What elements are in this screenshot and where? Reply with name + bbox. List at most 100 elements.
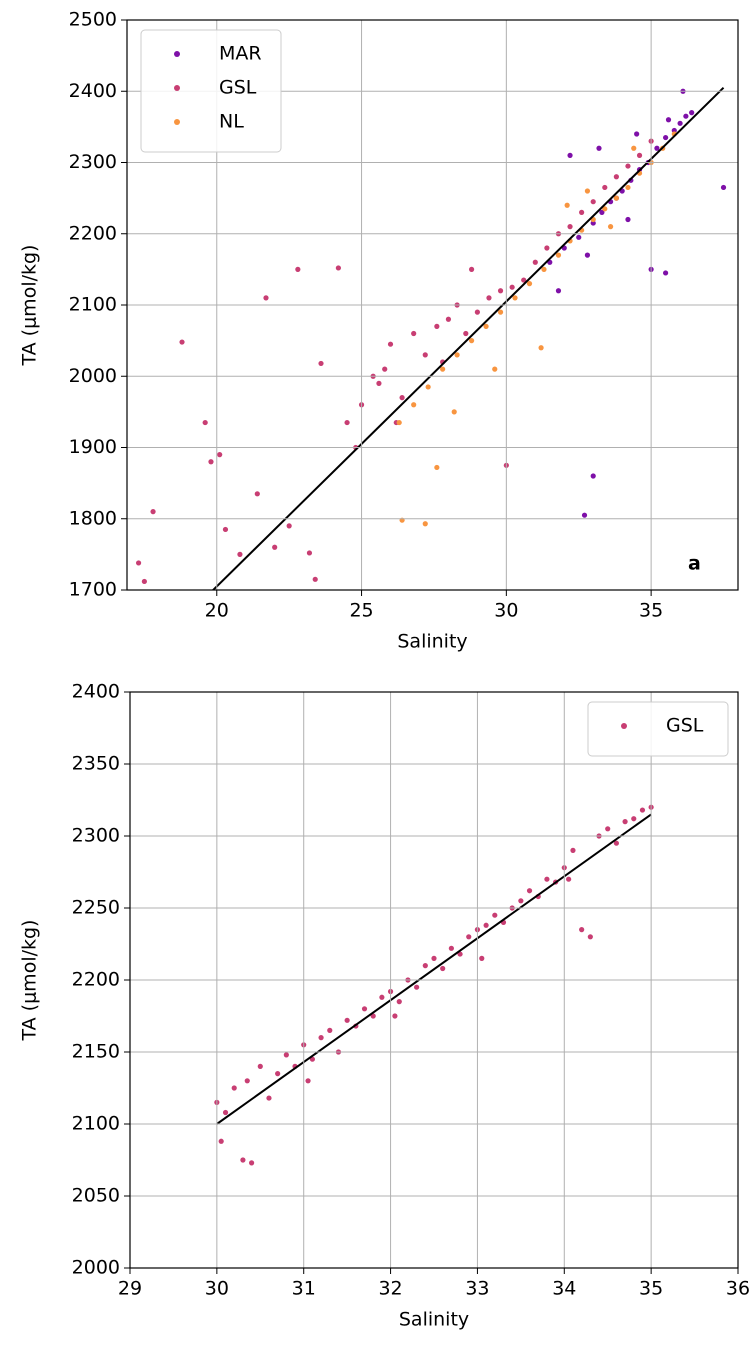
- point: [492, 366, 498, 372]
- point: [218, 1138, 224, 1144]
- point: [318, 360, 324, 367]
- x-axis-label: Salinity: [399, 1309, 469, 1331]
- point: [590, 220, 596, 226]
- x-tick-label: 30: [494, 600, 518, 622]
- x-axis-label: Salinity: [397, 631, 467, 653]
- point: [479, 955, 485, 962]
- point: [392, 1013, 398, 1019]
- point: [526, 888, 533, 894]
- point: [622, 819, 628, 825]
- point: [590, 473, 596, 479]
- point: [451, 409, 457, 415]
- point: [596, 145, 602, 151]
- fit-line: [216, 813, 652, 1125]
- x-tick-label: 34: [552, 1278, 576, 1300]
- point: [602, 184, 608, 191]
- point: [399, 395, 405, 401]
- y-tick-label: 2200: [69, 222, 117, 244]
- y-tick-label: 2000: [72, 1257, 120, 1279]
- point: [135, 560, 142, 566]
- point: [689, 110, 695, 116]
- point: [376, 380, 382, 386]
- point: [306, 550, 313, 556]
- point: [636, 152, 643, 158]
- point: [263, 295, 269, 301]
- point: [272, 544, 278, 550]
- point: [579, 209, 585, 215]
- point: [463, 330, 469, 337]
- point: [361, 1006, 368, 1012]
- y-tick-label: 2100: [72, 1113, 120, 1135]
- point: [468, 338, 475, 344]
- legend-label: GSL: [219, 77, 257, 99]
- point: [231, 1085, 237, 1091]
- point: [286, 523, 292, 529]
- point: [613, 840, 620, 846]
- point: [509, 284, 515, 290]
- legend-box: [587, 701, 729, 757]
- point: [564, 202, 570, 208]
- point: [275, 1071, 281, 1077]
- point: [486, 295, 492, 301]
- point: [512, 295, 518, 301]
- point: [566, 876, 572, 882]
- point: [518, 898, 524, 904]
- point: [208, 459, 214, 465]
- point: [466, 934, 472, 940]
- annotation: a: [688, 553, 701, 575]
- axes-frame: [129, 691, 739, 1269]
- point: [654, 145, 660, 151]
- point: [634, 131, 640, 137]
- point: [544, 876, 550, 882]
- point: [625, 184, 631, 191]
- x-tick-label: 33: [465, 1278, 489, 1300]
- point: [370, 1013, 376, 1019]
- point: [344, 1017, 350, 1023]
- point: [581, 512, 588, 518]
- point: [497, 309, 504, 315]
- x-tick-label: 20: [205, 600, 229, 622]
- x-tick-label: 35: [639, 600, 663, 622]
- point: [335, 265, 341, 271]
- point: [440, 965, 446, 972]
- point: [541, 266, 547, 272]
- x-tick-label: 30: [205, 1278, 229, 1300]
- point: [411, 330, 417, 337]
- point: [202, 419, 208, 426]
- y-tick-label: 2200: [72, 969, 120, 991]
- point: [584, 252, 591, 258]
- point: [590, 199, 596, 205]
- point: [222, 1109, 229, 1116]
- point: [671, 127, 677, 134]
- y-tick-label: 1800: [69, 507, 117, 529]
- point: [613, 195, 619, 201]
- point: [683, 113, 689, 119]
- point: [631, 816, 637, 822]
- point: [396, 419, 402, 426]
- legend-marker: [174, 119, 180, 125]
- y-tick-label: 2400: [69, 80, 117, 102]
- point: [222, 526, 229, 533]
- point: [327, 1027, 333, 1033]
- point: [422, 963, 428, 969]
- point: [305, 1078, 311, 1084]
- point: [599, 209, 605, 215]
- point: [602, 206, 608, 212]
- point: [613, 174, 619, 180]
- point: [257, 1063, 263, 1069]
- y-tick-label: 2150: [72, 1041, 120, 1063]
- point: [526, 281, 533, 287]
- point: [625, 216, 631, 223]
- plot-area: [135, 86, 727, 590]
- point: [454, 352, 460, 358]
- point: [141, 578, 147, 585]
- point: [379, 994, 385, 1000]
- point: [544, 245, 550, 251]
- point: [425, 384, 431, 390]
- point: [587, 934, 593, 940]
- point: [639, 807, 646, 813]
- point: [249, 1160, 255, 1166]
- point: [283, 1052, 289, 1058]
- y-tick-label: 2500: [69, 9, 117, 31]
- point: [150, 509, 156, 515]
